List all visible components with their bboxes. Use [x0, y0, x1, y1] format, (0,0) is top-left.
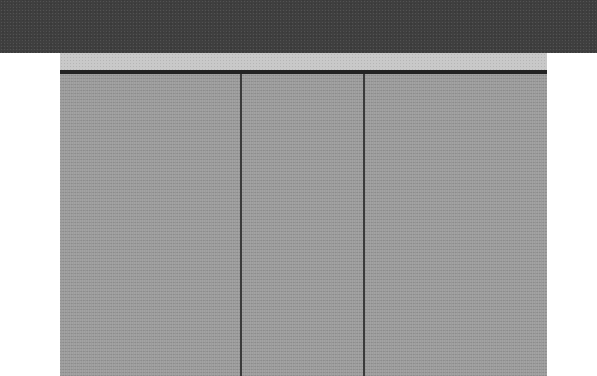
column-divider-1[interactable]	[240, 74, 242, 376]
header-divider	[60, 70, 547, 74]
column-2	[242, 74, 363, 376]
panel-header	[60, 53, 547, 70]
column-1	[60, 74, 240, 376]
title-bar	[0, 0, 597, 53]
column-3	[365, 74, 547, 376]
content-panel	[60, 53, 547, 376]
column-divider-2[interactable]	[363, 74, 365, 376]
